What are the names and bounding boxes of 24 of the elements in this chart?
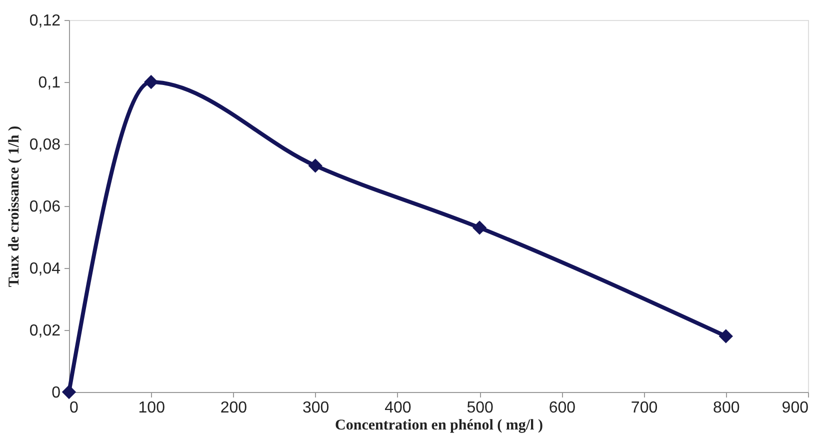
- point: [62, 384, 76, 400]
- y-axis-title: Taux de croissance ( 1/h ): [6, 126, 22, 288]
- y-tick-label: 0,08: [29, 136, 61, 154]
- y-tick-label: 0,12: [29, 12, 61, 30]
- point: [718, 329, 733, 344]
- y-tick-label: 0: [52, 384, 61, 402]
- y-tick-label: 0,04: [29, 260, 61, 278]
- x-tick-label: 100: [138, 400, 166, 416]
- x-tick-label: 500: [466, 400, 494, 416]
- x-tick-label: 800: [713, 400, 740, 416]
- x-tick-label: 300: [302, 400, 330, 416]
- x-tick-label: 900: [782, 400, 809, 416]
- point: [144, 74, 158, 90]
- point: [308, 158, 322, 173]
- y-tick-label: 0,1: [38, 74, 61, 92]
- x-tick-label: 400: [384, 400, 412, 416]
- x-tick-label: 200: [220, 400, 248, 416]
- y-tick-label: 0,02: [29, 322, 61, 340]
- x-tick-label: 700: [630, 400, 658, 416]
- point: [472, 220, 487, 235]
- x-axis-title: Concentration en phénol ( mg/l ): [335, 418, 543, 434]
- y-tick-label: 0,06: [29, 198, 61, 216]
- x-tick-label: 600: [548, 400, 576, 416]
- x-tick-label: 0: [70, 400, 78, 416]
